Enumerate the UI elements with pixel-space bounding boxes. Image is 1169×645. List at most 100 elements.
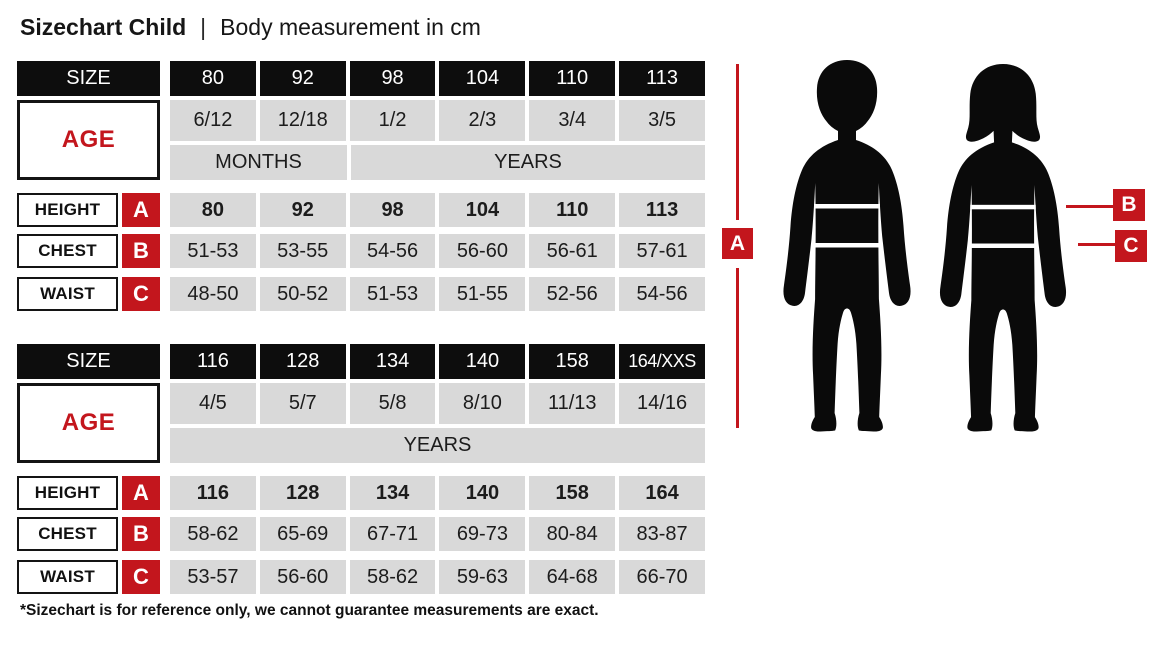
height-cell: 158 [529, 476, 616, 510]
table-row: HEIGHT A 80 92 98 104 110 113 [17, 193, 705, 227]
girl-chest-line [970, 204, 1036, 210]
height-measure-line-bottom [736, 268, 739, 428]
chest-measure-line [1066, 205, 1113, 208]
chest-cell: 69-73 [439, 517, 526, 551]
chest-cell: 80-84 [529, 517, 616, 551]
height-cell: 80 [170, 193, 256, 227]
height-cell: 98 [349, 193, 436, 227]
title-main: Sizechart Child [20, 14, 187, 40]
table-row: 4/5 5/7 5/8 8/10 11/13 14/16 [17, 383, 705, 424]
waist-cell: 51-55 [439, 277, 526, 311]
age-header-label: AGE [17, 100, 160, 180]
table-row: WAIST C 53-57 56-60 58-62 59-63 64-68 66… [17, 560, 705, 594]
waist-cell: 64-68 [529, 560, 616, 594]
size-header-label: SIZE [17, 344, 160, 379]
boy-chest-line [814, 204, 880, 209]
table-row: SIZE 116 128 134 140 158 164/XXS [17, 344, 705, 379]
age-cell: 8/10 [439, 383, 526, 424]
height-cell: 110 [529, 193, 616, 227]
waist-cell: 59-63 [439, 560, 526, 594]
marker-c-badge: C [122, 277, 160, 311]
age-cell: 2/3 [439, 100, 526, 141]
waist-label: WAIST [17, 277, 118, 311]
age-cell: 1/2 [349, 100, 436, 141]
sizechart-table-large: SIZE 116 128 134 140 158 164/XXS 4/5 5/7… [17, 344, 705, 594]
chest-label: CHEST [17, 234, 118, 268]
height-measure-line-top [736, 64, 739, 220]
age-cell: 14/16 [619, 383, 705, 424]
title-subtitle: Body measurement in cm [220, 14, 481, 40]
size-cell: 80 [170, 61, 256, 96]
age-cell: 12/18 [259, 100, 346, 141]
size-cell: 98 [349, 61, 436, 96]
table-row: WAIST C 48-50 50-52 51-53 51-55 52-56 54… [17, 277, 705, 311]
chest-cell: 65-69 [259, 517, 346, 551]
waist-cell: 58-62 [349, 560, 436, 594]
chest-cell: 67-71 [349, 517, 436, 551]
table-row: HEIGHT A 116 128 134 140 158 164 [17, 476, 705, 510]
years-band: YEARS [170, 428, 705, 463]
title-separator: | [200, 14, 207, 40]
chest-cell: 54-56 [349, 234, 436, 268]
height-cell: 128 [259, 476, 346, 510]
marker-b-badge: B [122, 234, 160, 268]
height-label: HEIGHT [17, 193, 118, 227]
chest-cell: 83-87 [619, 517, 705, 551]
boy-silhouette [783, 60, 911, 432]
size-cell: 104 [439, 61, 526, 96]
girl-waist-line [970, 243, 1036, 248]
size-cell: 158 [529, 344, 616, 379]
months-band: MONTHS [170, 145, 347, 180]
waist-cell: 54-56 [619, 277, 705, 311]
figure-marker-b: B [1113, 189, 1145, 221]
figure-marker-c: C [1115, 230, 1147, 262]
waist-label: WAIST [17, 560, 118, 594]
marker-b-badge: B [122, 517, 160, 551]
boy-waist-line [814, 243, 880, 248]
girl-silhouette [939, 63, 1067, 432]
table-row: CHEST B 51-53 53-55 54-56 56-60 56-61 57… [17, 234, 705, 268]
age-cell: 3/5 [619, 100, 705, 141]
age-cell: 5/7 [259, 383, 346, 424]
height-cell: 140 [439, 476, 526, 510]
chest-cell: 58-62 [170, 517, 256, 551]
chest-cell: 57-61 [619, 234, 705, 268]
size-cell: 92 [259, 61, 346, 96]
chest-label: CHEST [17, 517, 118, 551]
height-cell: 134 [349, 476, 436, 510]
age-cell: 3/4 [529, 100, 616, 141]
chest-cell: 56-60 [439, 234, 526, 268]
age-cell: 6/12 [170, 100, 256, 141]
footnote: *Sizechart is for reference only, we can… [20, 602, 599, 619]
page-title: Sizechart Child | Body measurement in cm [20, 14, 481, 41]
chest-cell: 56-61 [529, 234, 616, 268]
waist-cell: 66-70 [619, 560, 705, 594]
years-band: YEARS [351, 145, 705, 180]
size-cell: 164/XXS [619, 344, 705, 379]
height-cell: 164 [619, 476, 705, 510]
sizechart-table-small: SIZE 80 92 98 104 110 113 6/12 12/18 1/2… [17, 61, 705, 311]
table-row: SIZE 80 92 98 104 110 113 [17, 61, 705, 96]
waist-cell: 50-52 [259, 277, 346, 311]
size-cell: 128 [259, 344, 346, 379]
size-cell: 140 [439, 344, 526, 379]
height-cell: 92 [259, 193, 346, 227]
waist-cell: 52-56 [529, 277, 616, 311]
size-cell: 134 [349, 344, 436, 379]
size-cell: 110 [529, 61, 616, 96]
waist-cell: 53-57 [170, 560, 256, 594]
waist-measure-line [1078, 243, 1115, 246]
size-cell: 116 [170, 344, 256, 379]
table-row: YEARS [17, 428, 705, 463]
marker-c-badge: C [122, 560, 160, 594]
age-cell: 5/8 [349, 383, 436, 424]
waist-cell: 56-60 [259, 560, 346, 594]
age-cell: 11/13 [529, 383, 616, 424]
chest-cell: 53-55 [259, 234, 346, 268]
waist-cell: 48-50 [170, 277, 256, 311]
table-row: MONTHS YEARS [17, 145, 705, 180]
marker-a-badge: A [122, 193, 160, 227]
height-label: HEIGHT [17, 476, 118, 510]
height-cell: 104 [439, 193, 526, 227]
